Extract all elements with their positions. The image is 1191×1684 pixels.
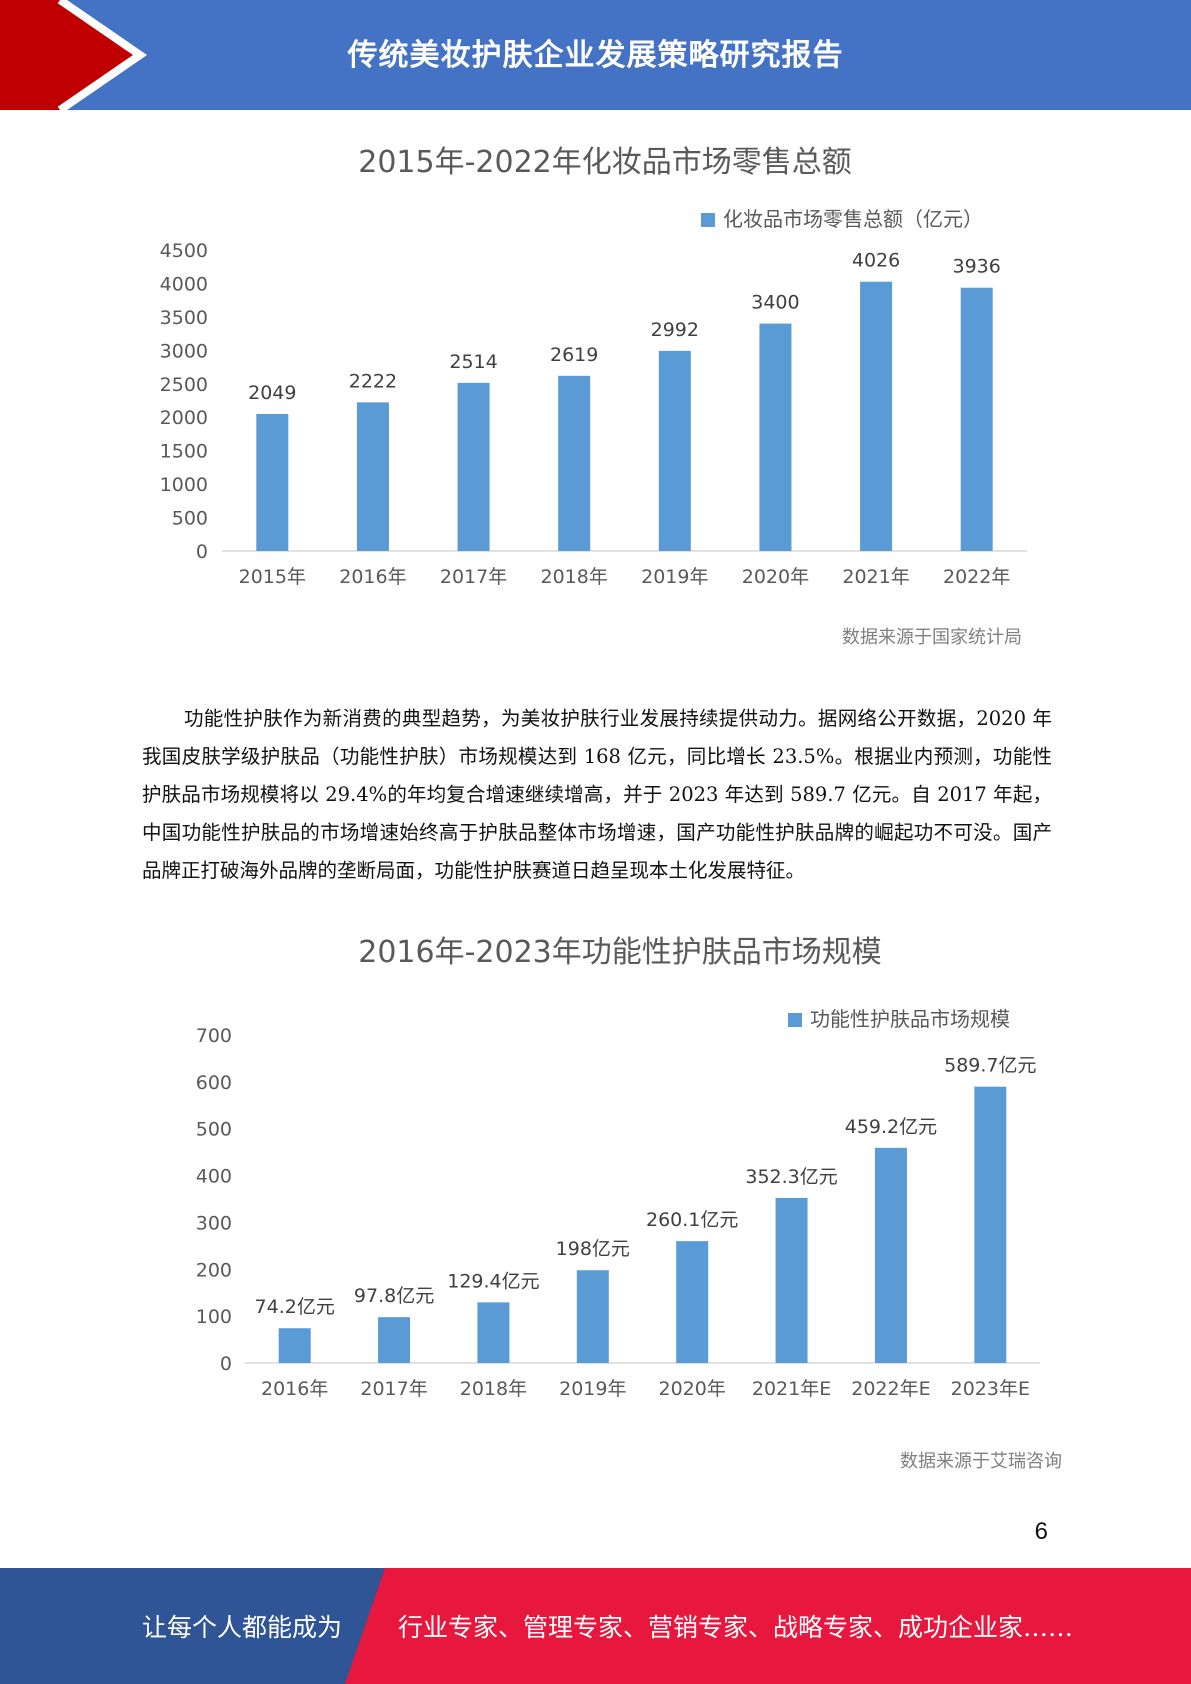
- y-tick-label: 0: [196, 541, 208, 563]
- data-label: 129.4亿元: [447, 1270, 539, 1292]
- data-label: 198亿元: [556, 1238, 630, 1260]
- y-tick-label: 4000: [160, 273, 208, 295]
- y-tick-label: 200: [196, 1259, 232, 1281]
- data-label: 459.2亿元: [845, 1116, 937, 1138]
- chart1-source: 数据来源于国家统计局: [842, 627, 1022, 648]
- x-tick-label: 2021年: [842, 566, 909, 588]
- bar: [576, 1270, 609, 1363]
- data-label: 74.2亿元: [255, 1296, 335, 1318]
- data-label: 589.7亿元: [944, 1055, 1036, 1077]
- legend-label: 功能性护肤品市场规模: [810, 1007, 1010, 1031]
- data-label: 260.1亿元: [646, 1209, 738, 1231]
- y-tick-label: 100: [196, 1306, 232, 1328]
- data-label: 2049: [248, 382, 296, 404]
- data-label: 2514: [449, 351, 497, 373]
- y-tick-label: 700: [196, 1025, 232, 1047]
- y-tick-label: 3500: [160, 307, 208, 329]
- x-tick-label: 2017年: [440, 566, 507, 588]
- bar: [658, 350, 691, 551]
- y-tick-label: 300: [196, 1212, 232, 1234]
- y-tick-label: 600: [196, 1072, 232, 1094]
- y-tick-label: 1500: [160, 441, 208, 463]
- bar: [874, 1147, 907, 1363]
- bar: [974, 1086, 1007, 1363]
- data-label: 2619: [550, 344, 598, 366]
- bar: [457, 382, 490, 551]
- y-tick-label: 400: [196, 1166, 232, 1188]
- data-label: 3400: [751, 292, 799, 314]
- footer-slogan-left: 让每个人都能成为: [142, 1613, 343, 1642]
- chart-title: 2015年-2022年化妆品市场零售总额: [358, 145, 852, 180]
- y-tick-label: 3000: [160, 340, 208, 362]
- legend-swatch: [788, 1013, 802, 1027]
- bar: [860, 281, 893, 551]
- chart-legend: 功能性护肤品市场规模: [788, 1007, 1010, 1031]
- chart2-source: 数据来源于艾瑞咨询: [900, 1451, 1062, 1472]
- body-paragraph: 功能性护肤作为新消费的典型趋势，为美妆护肤行业发展持续提供动力。据网络公开数据，…: [142, 707, 1052, 882]
- retail-sales-chart: 2015年-2022年化妆品市场零售总额 化妆品市场零售总额（亿元） 0 500 1…: [150, 130, 1050, 600]
- page-number: 6: [1034, 1518, 1048, 1545]
- data-label: 4026: [852, 250, 900, 272]
- x-tick-label: 2021年E: [752, 1378, 831, 1400]
- bar: [775, 1197, 808, 1363]
- data-label: 97.8亿元: [354, 1285, 434, 1307]
- x-tick-label: 2020年: [659, 1378, 726, 1400]
- bar: [960, 287, 993, 551]
- y-tick-label: 500: [196, 1119, 232, 1141]
- page-footer: 让每个人都能成为 行业专家、管理专家、营销专家、战略专家、成功企业家……: [0, 1568, 1191, 1684]
- functional-skincare-chart: 2016年-2023年功能性护肤品市场规模 功能性护肤品市场规模 0 100 200…: [180, 935, 1095, 1405]
- x-tick-label: 2020年: [742, 566, 809, 588]
- y-tick-label: 4500: [160, 240, 208, 262]
- bar: [278, 1328, 311, 1363]
- legend-label: 化妆品市场零售总额（亿元）: [723, 207, 983, 231]
- header-arrow-decoration: [0, 0, 148, 110]
- data-label: 2992: [651, 319, 699, 341]
- x-tick-label: 2016年: [261, 1378, 328, 1400]
- x-tick-label: 2015年: [239, 566, 306, 588]
- x-tick-label: 2022年E: [851, 1378, 930, 1400]
- chart-title: 2016年-2023年功能性护肤品市场规模: [358, 935, 882, 970]
- x-tick-label: 2016年: [339, 566, 406, 588]
- x-tick-label: 2022年: [943, 566, 1010, 588]
- chart-legend: 化妆品市场零售总额（亿元）: [701, 207, 983, 231]
- bar: [356, 402, 389, 551]
- page-header: 传统美妆护肤企业发展策略研究报告: [0, 0, 1191, 110]
- bar: [378, 1317, 411, 1363]
- x-tick-label: 2019年: [559, 1378, 626, 1400]
- data-label: 3936: [953, 256, 1001, 278]
- x-tick-label: 2018年: [460, 1378, 527, 1400]
- y-tick-label: 2000: [160, 407, 208, 429]
- x-tick-label: 2017年: [360, 1378, 427, 1400]
- bar: [256, 413, 289, 551]
- footer-slogan-right: 行业专家、管理专家、营销专家、战略专家、成功企业家……: [398, 1613, 1074, 1642]
- footer-band: [0, 1568, 1191, 1684]
- x-tick-label: 2023年E: [951, 1378, 1030, 1400]
- legend-swatch: [701, 213, 715, 227]
- bar: [477, 1302, 510, 1363]
- y-tick-label: 1000: [160, 474, 208, 496]
- y-tick-label: 500: [172, 508, 208, 530]
- y-tick-label: 2500: [160, 374, 208, 396]
- bar: [676, 1241, 709, 1363]
- bar: [558, 375, 591, 551]
- x-tick-label: 2019年: [641, 566, 708, 588]
- data-label: 2222: [349, 370, 397, 392]
- data-label: 352.3亿元: [745, 1166, 837, 1188]
- y-tick-label: 0: [220, 1353, 232, 1375]
- header-title: 传统美妆护肤企业发展策略研究报告: [347, 38, 844, 73]
- x-tick-label: 2018年: [541, 566, 608, 588]
- bar: [759, 323, 792, 551]
